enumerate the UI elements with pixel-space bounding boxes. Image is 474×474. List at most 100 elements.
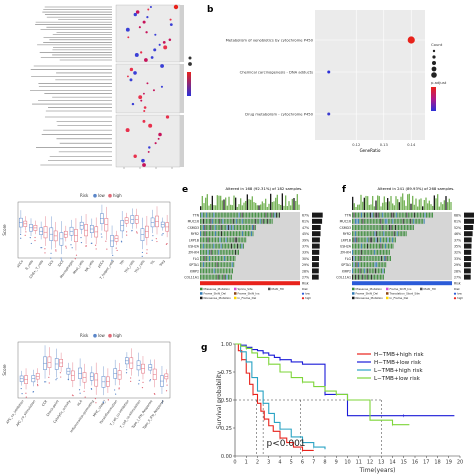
onco-mutation-cell — [352, 249, 353, 255]
onco-risk-bar — [352, 281, 452, 286]
boxplot-outlier — [80, 241, 83, 244]
onco-tmb-bar — [248, 199, 250, 210]
onco-mutation-cell — [201, 256, 203, 261]
onco-mutation-cell — [356, 231, 358, 237]
onco-mutation-cell — [206, 237, 207, 243]
onco-tmb-bar — [360, 194, 362, 210]
onco-mutation-cell — [360, 274, 362, 280]
boxplot-category-label: Inflammation-promoting — [69, 399, 95, 433]
km-xtick-label: 1 — [245, 460, 248, 466]
onco-mutation-cell — [203, 249, 204, 255]
onco-mutation-cell — [384, 231, 386, 237]
onco-mutation-cell — [363, 218, 365, 224]
onco-mutation-cell — [214, 274, 216, 280]
onco-mutation-cell — [372, 218, 374, 224]
onco-mutation-cell — [398, 212, 400, 218]
onco-gene-label: RYR2 — [191, 232, 199, 236]
onco-mutation-cell — [207, 212, 209, 218]
boxplot-legend-low-swatch — [93, 193, 97, 198]
onco-mutation-cell — [236, 237, 238, 243]
km-legend-label: H−TMB+low risk — [374, 360, 422, 366]
onco-legend-label: Nonsense_Mutation — [356, 296, 384, 300]
onco-mutation-cell — [352, 262, 353, 268]
onco-tmb-bar — [270, 193, 272, 210]
onco-mutation-cell — [269, 212, 271, 218]
onco-mutation-cell — [401, 218, 403, 224]
onco-legend-label: Nonsense_Mutation — [204, 296, 232, 300]
onco-mutation-cell — [208, 218, 210, 224]
onco-tmb-bar — [393, 205, 395, 210]
onco-mutation-cell — [246, 212, 248, 218]
onco-mutation-cell — [202, 212, 204, 218]
onco-mutation-cell — [210, 249, 212, 255]
boxplot-outlier — [48, 382, 50, 384]
onco-mutation-cell — [360, 249, 362, 255]
onco-mutation-cell — [380, 212, 382, 218]
onco-mutation-cell — [277, 212, 279, 218]
onco-mutation-cell — [229, 274, 231, 280]
onco-mutation-cell — [357, 249, 359, 255]
onco-tmb-bar — [231, 205, 233, 210]
onco-risk-legend-high — [301, 297, 305, 300]
onco-mutation-cell — [224, 268, 226, 274]
onco-mutation-cell — [209, 262, 210, 268]
panel-a-facet-strip-2 — [180, 115, 184, 167]
onco-mutation-cell — [359, 262, 361, 268]
panel-a-dot — [152, 89, 155, 92]
boxplot-outlier — [95, 248, 97, 250]
onco-tmb-bar — [447, 202, 449, 210]
onco-mutation-cell — [375, 249, 377, 255]
onco-legend-swatch — [200, 287, 203, 291]
onco-mutation-cell — [207, 256, 209, 261]
boxplot-category-label: aDCs — [16, 259, 24, 268]
onco-gene-label: ZFHX4 — [188, 251, 199, 255]
onco-mutation-cell — [377, 256, 379, 261]
onco-mutation-cell — [399, 231, 401, 237]
panel-a-legend-colorbar — [187, 72, 191, 96]
onco-mutation-cell — [357, 237, 359, 243]
onco-mutation-cell — [362, 268, 364, 274]
panel-b-plot-area — [315, 10, 425, 140]
onco-tmb-bar — [240, 198, 242, 210]
onco-mutation-cell — [203, 231, 204, 237]
onco-mutation-cell — [201, 218, 203, 224]
onco-tmb-bar — [276, 194, 278, 210]
boxplot-outlier — [156, 240, 158, 243]
boxplot-category-label: B_cells — [24, 259, 34, 271]
onco-mutation-cell — [372, 274, 374, 280]
onco-mutation-cell — [384, 225, 386, 230]
onco-mutation-cell — [234, 218, 236, 224]
boxplot-outlier — [138, 383, 140, 385]
onco-mutation-cell — [209, 249, 211, 255]
onco-mutation-cell — [225, 262, 227, 268]
onco-mutation-cell — [364, 212, 365, 218]
boxplot-category-label: NK_cells — [84, 259, 95, 272]
onco-mutation-cell — [389, 212, 391, 218]
onco-mutation-cell — [383, 262, 385, 268]
onco-mutation-cell — [380, 218, 382, 224]
onco-gene-label: COL11A1 — [184, 275, 199, 279]
onco-mutation-cell — [217, 225, 219, 230]
onco-mutation-cell — [200, 249, 201, 255]
boxplot-outlier — [136, 231, 138, 233]
onco-mutation-cell — [234, 212, 236, 218]
onco-mutation-cell — [352, 212, 353, 218]
onco-mutation-cell — [210, 243, 212, 249]
onco-tmb-bar — [357, 204, 359, 210]
panel-d-immune-function-boxplot: Risk low highScoreAPC_co_inhibitionAPC_co_… — [2, 333, 171, 433]
boxplot-category-label: Treg — [158, 259, 166, 268]
onco-tmb-bar — [380, 206, 382, 210]
onco-mutation-cell — [383, 243, 385, 249]
onco-mutation-cell — [378, 237, 380, 243]
panel-a-dot — [168, 38, 172, 42]
onco-gene-label: CSMD3 — [188, 226, 199, 230]
onco-tmb-bar — [405, 205, 407, 210]
onco-mutation-cell — [395, 231, 397, 237]
onco-mutation-cell — [379, 256, 381, 261]
onco-mutation-cell — [274, 212, 276, 218]
onco-mutation-cell — [355, 268, 356, 274]
panel-a-dot — [148, 123, 153, 128]
panel-a-dot — [129, 67, 134, 72]
onco-mutation-cell — [215, 237, 216, 243]
onco-mutation-cell — [202, 218, 204, 224]
